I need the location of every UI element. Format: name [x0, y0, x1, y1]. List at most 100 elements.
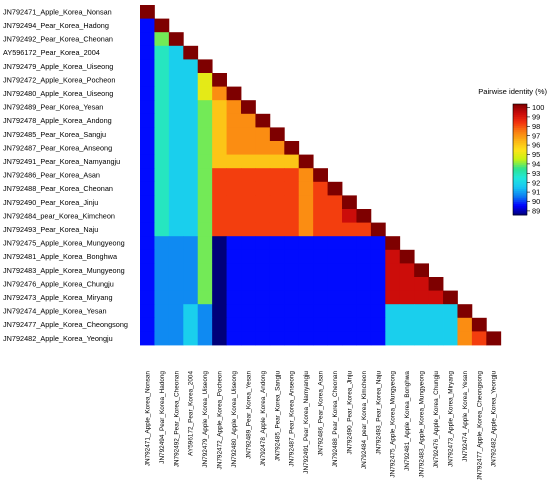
heatmap-cell: [154, 277, 170, 291]
legend-tick-label: 95: [532, 150, 540, 159]
column-label: JN792474_Apple_Korea_Yesan: [462, 371, 469, 462]
heatmap-cell: [414, 331, 429, 346]
heatmap-cell: [197, 113, 213, 128]
heatmap-cell: [212, 127, 227, 142]
heatmap-cell: [212, 331, 227, 346]
heatmap-cell: [241, 154, 256, 169]
heatmap-cell: [168, 263, 184, 278]
heatmap-cell: [356, 317, 372, 332]
heatmap-cell: [471, 331, 487, 346]
heatmap-cell: [399, 277, 415, 291]
heatmap-cell: [226, 127, 242, 142]
heatmap-cell: [457, 331, 473, 346]
heatmap-cell: [154, 59, 170, 74]
heatmap-cell: [212, 277, 227, 291]
heatmap-cell: [154, 209, 170, 223]
heatmap-cell: [183, 317, 199, 332]
column-label: JN792477_Apple_Korea_Cheongsong: [476, 371, 483, 480]
heatmap-cell: [197, 209, 213, 223]
legend-color-step: [513, 165, 527, 168]
heatmap-cell: [313, 317, 328, 332]
legend-color-step: [513, 146, 527, 149]
legend-tick-label: 94: [532, 160, 540, 169]
heatmap-cell: [154, 249, 170, 264]
row-label: JN792472_Apple_Korea_Pocheon: [3, 75, 115, 84]
heatmap-cell: [269, 317, 285, 332]
heatmap-cell: [140, 86, 155, 101]
heatmap-cell: [168, 290, 184, 305]
legend-color-bar: [512, 103, 528, 216]
heatmap-cell: [327, 263, 343, 278]
heatmap-cell: [183, 263, 199, 278]
row-label: JN792488_Pear_Korea_Cheonan: [3, 184, 113, 193]
heatmap-cell: [154, 127, 170, 142]
legend-tick-label: 100: [532, 103, 544, 112]
legend-color-step: [513, 142, 527, 146]
heatmap-cell: [313, 181, 328, 196]
heatmap-cell: [313, 249, 328, 264]
heatmap-cell: [226, 209, 242, 223]
legend-color-step: [513, 115, 527, 118]
heatmap-cell: [140, 195, 155, 210]
legend-color-step: [513, 179, 527, 183]
heatmap-cell: [327, 222, 343, 237]
heatmap-cell: [327, 317, 343, 332]
heatmap-cell: [241, 331, 256, 346]
heatmap-cell: [168, 127, 184, 142]
row-label: JN792494_Pear_Korea_Hadong: [3, 21, 109, 30]
legend-color-step: [513, 170, 527, 173]
column-label: JN792483_Apple_Korea_Mungyeong: [419, 371, 426, 478]
heatmap-cell: [183, 73, 199, 87]
heatmap-cell: [269, 290, 285, 305]
legend-color-step: [513, 174, 527, 177]
heatmap-cell: [154, 290, 170, 305]
legend-color-step: [513, 205, 527, 208]
heatmap-cell: [298, 195, 314, 210]
heatmap-cell: [140, 45, 155, 60]
heatmap-cell: [342, 249, 357, 264]
row-label: AY596172_Pear_Korea_2004: [3, 48, 100, 57]
legend-color-step: [513, 107, 527, 110]
legend-color-step: [513, 192, 527, 196]
legend-color-step: [513, 105, 527, 109]
heatmap-cell: [154, 73, 170, 87]
legend-color-step: [513, 129, 527, 133]
legend-color-step: [513, 116, 527, 120]
heatmap-cell: [154, 181, 170, 196]
row-label: JN792476_Apple_Korea_Chungju: [3, 279, 114, 288]
heatmap-cell: [168, 168, 184, 183]
legend-color-step: [513, 161, 527, 164]
heatmap-cell: [342, 222, 357, 237]
heatmap-cell: [154, 317, 170, 332]
heatmap-cell: [197, 127, 213, 142]
legend-color-step: [513, 153, 527, 157]
heatmap-cell: [183, 331, 199, 346]
heatmap-cell: [255, 249, 271, 264]
column-label: JN792485_Pear_Korea_Sangju: [274, 371, 281, 462]
row-label: JN792471_Apple_Korea_Nonsan: [3, 7, 112, 16]
heatmap-cell: [197, 222, 213, 237]
heatmap-cell: [356, 249, 372, 264]
legend-color-step: [513, 150, 527, 153]
heatmap-cell: [140, 154, 155, 169]
column-label: JN792480_Apple_Korea_Uiseong: [231, 371, 238, 468]
heatmap-cell: [183, 45, 199, 60]
heatmap-cell: [457, 304, 473, 319]
heatmap-cell: [226, 249, 242, 264]
legend-color-step: [513, 139, 527, 142]
heatmap-cell: [212, 168, 227, 183]
heatmap-cell: [284, 249, 300, 264]
legend-color-step: [513, 159, 527, 162]
row-label: JN792473_Apple_Korea_Miryang: [3, 293, 113, 302]
legend-color-step: [513, 133, 527, 136]
heatmap-cell: [140, 18, 155, 33]
heatmap-cell: [284, 181, 300, 196]
heatmap-cell: [183, 222, 199, 237]
heatmap-cell: [284, 277, 300, 291]
legend-color-step: [513, 166, 527, 170]
heatmap-cell: [428, 331, 444, 346]
heatmap-cell: [255, 304, 271, 319]
heatmap-cell: [140, 32, 155, 47]
row-label: JN792491_Pear_Korea_Namyangju: [3, 157, 120, 166]
